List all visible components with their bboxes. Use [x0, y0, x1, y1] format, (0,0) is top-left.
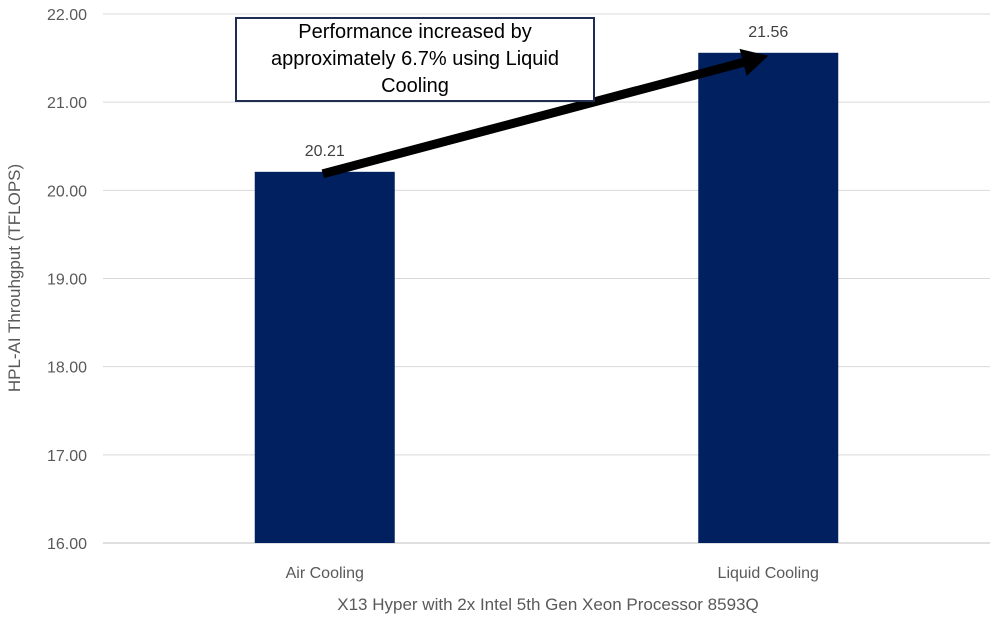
y-tick-label: 22.00 [47, 7, 87, 24]
data-labels: 20.21 21.56 [305, 24, 789, 160]
annotation-text: Performance increased by approximately 6… [271, 21, 559, 97]
y-axis-ticks: 16.00 17.00 18.00 19.00 20.00 21.00 22.00 [47, 7, 87, 553]
y-tick-label: 20.00 [47, 183, 87, 200]
x-category-label: Air Cooling [286, 565, 364, 582]
bar [254, 171, 395, 543]
x-axis-categories: Air Cooling Liquid Cooling [286, 565, 819, 582]
y-tick-label: 17.00 [47, 448, 87, 465]
y-tick-label: 18.00 [47, 360, 87, 377]
increase-arrow [321, 48, 769, 179]
y-tick-label: 21.00 [47, 95, 87, 112]
bar [698, 52, 839, 543]
y-tick-label: 19.00 [47, 272, 87, 289]
arrow-shaft [321, 58, 745, 179]
data-label: 21.56 [748, 24, 788, 41]
y-tick-label: 16.00 [47, 536, 87, 553]
bars [254, 52, 839, 543]
x-axis-title: X13 Hyper with 2x Intel 5th Gen Xeon Pro… [337, 595, 758, 614]
x-category-label: Liquid Cooling [718, 565, 819, 582]
gridlines [103, 13, 990, 544]
annotation-box: Performance increased by approximately 6… [235, 17, 595, 102]
data-label: 20.21 [305, 143, 345, 160]
arrow-head [739, 48, 769, 76]
y-axis-title: HPL-AI Throuhgput (TFLOPS) [5, 164, 24, 392]
